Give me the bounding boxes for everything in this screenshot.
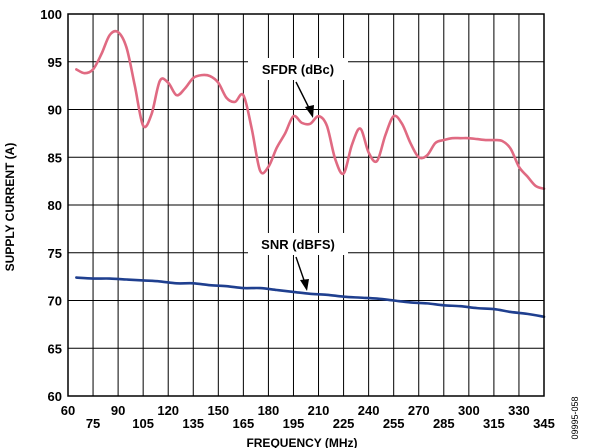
x-tick-label: 165 <box>233 416 255 431</box>
snr-series-line <box>75 276 546 319</box>
y-tick-label: 80 <box>48 198 62 213</box>
y-axis-ticks: 100 95 90 85 80 75 70 65 60 <box>40 7 62 404</box>
x-tick-label: 60 <box>61 403 75 418</box>
y-tick-label: 90 <box>48 103 62 118</box>
x-tick-label: 135 <box>182 416 204 431</box>
sfdr-label-bg <box>248 58 348 80</box>
x-tick-label: 120 <box>157 403 179 418</box>
figure-id: 09995-058 <box>570 396 580 439</box>
y-axis-title: SUPPLY CURRENT (A) <box>3 143 17 272</box>
y-tick-label: 65 <box>48 341 62 356</box>
snr-label-bg <box>248 233 348 255</box>
x-tick-label: 210 <box>308 403 330 418</box>
y-tick-label: 100 <box>40 7 62 22</box>
x-tick-label: 180 <box>258 403 280 418</box>
x-tick-label: 240 <box>358 403 380 418</box>
x-tick-label: 345 <box>533 416 555 431</box>
annotations: SFDR (dBc) SNR (dBFS) <box>248 58 348 291</box>
y-tick-label: 70 <box>48 294 62 309</box>
y-tick-label: 95 <box>48 55 62 70</box>
x-axis-title: FREQUENCY (MHz) <box>246 436 357 448</box>
x-tick-label: 330 <box>508 403 530 418</box>
y-tick-label: 85 <box>48 150 62 165</box>
sfdr-arrow-head <box>305 105 314 118</box>
x-tick-label: 300 <box>458 403 480 418</box>
x-axis-ticks: 6075901051201351501651801952102252402552… <box>61 403 555 431</box>
x-tick-label: 285 <box>433 416 455 431</box>
x-tick-label: 150 <box>207 403 229 418</box>
x-tick-label: 255 <box>383 416 405 431</box>
series-layer <box>75 29 546 319</box>
x-tick-label: 195 <box>283 416 305 431</box>
x-tick-label: 75 <box>86 416 100 431</box>
y-tick-label: 75 <box>48 246 62 261</box>
x-tick-label: 315 <box>483 416 505 431</box>
snr-label: SNR (dBFS) <box>261 237 335 252</box>
x-tick-label: 105 <box>132 416 154 431</box>
sfdr-series-line <box>75 29 546 191</box>
y-tick-label: 60 <box>48 389 62 404</box>
sfdr-label: SFDR (dBc) <box>262 62 334 77</box>
x-tick-label: 225 <box>333 416 355 431</box>
snr-arrow-head <box>300 279 309 291</box>
plot-frame <box>67 13 545 397</box>
x-tick-label: 270 <box>408 403 430 418</box>
x-tick-label: 90 <box>111 403 125 418</box>
